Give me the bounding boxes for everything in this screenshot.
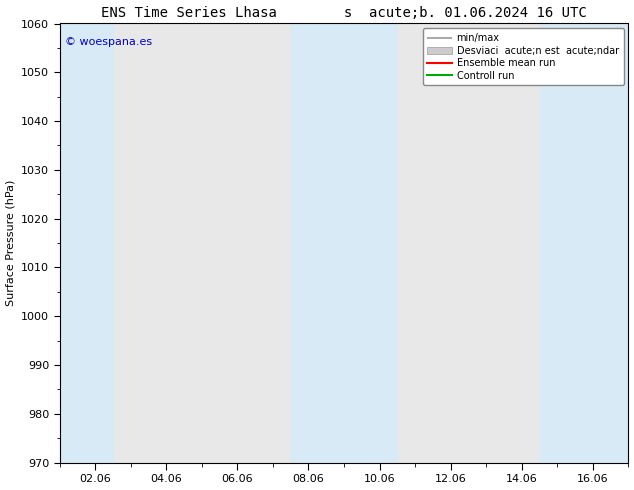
Bar [540, 24, 628, 463]
Y-axis label: Surface Pressure (hPa): Surface Pressure (hPa) [6, 180, 16, 306]
Bar [60, 24, 113, 463]
Text: © woespana.es: © woespana.es [65, 37, 152, 47]
Bar [291, 24, 398, 463]
Legend: min/max, Desviaci  acute;n est  acute;ndar, Ensemble mean run, Controll run: min/max, Desviaci acute;n est acute;ndar… [423, 28, 624, 85]
Title: ENS Time Series Lhasa        s  acute;b. 01.06.2024 16 UTC: ENS Time Series Lhasa s acute;b. 01.06.2… [101, 5, 587, 20]
